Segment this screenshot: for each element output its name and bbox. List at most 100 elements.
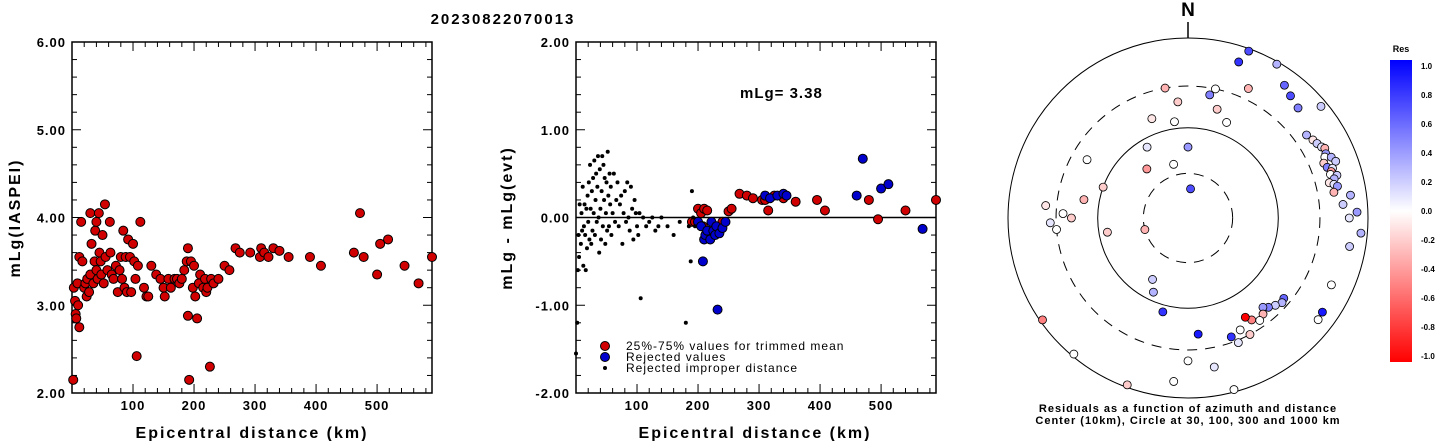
panel2-point-improper <box>606 224 611 229</box>
panel2-point-improper <box>581 263 586 268</box>
panel2-point-improper <box>627 228 632 233</box>
panel1-point <box>105 247 116 258</box>
panel2-point-improper <box>615 180 620 185</box>
panel2-point-improper <box>581 224 586 229</box>
panel2-point-improper <box>614 197 619 202</box>
legend-label-trimmed: 25%-75% values for trimmed mean <box>626 339 844 353</box>
panel1-point <box>131 351 142 362</box>
panel1-point <box>315 260 326 271</box>
polar-station-point <box>1098 182 1108 192</box>
panel2-y-tick-label: 1.00 <box>541 123 570 138</box>
panel1-point <box>126 287 137 298</box>
panel2-point-improper <box>584 206 589 211</box>
panel2-point-improper <box>596 215 601 220</box>
panel2-point-improper <box>683 320 688 325</box>
panel2-point-improper <box>583 268 588 273</box>
polar-station-point <box>1140 225 1150 234</box>
polar-station-point <box>1122 380 1132 390</box>
panel1-point <box>245 247 256 258</box>
panel2-point-improper <box>580 184 585 189</box>
panel1-point <box>375 238 386 249</box>
panel2-point-improper <box>576 233 581 238</box>
panel2-point-improper <box>586 180 591 185</box>
panel2-point-improper <box>579 211 584 216</box>
polar-station-point <box>1255 316 1265 325</box>
panel1-point <box>108 273 119 284</box>
panel1-point <box>176 273 187 284</box>
panel2-point-improper <box>600 224 605 229</box>
panel1-point <box>68 374 79 385</box>
polar-station-point <box>1142 142 1152 152</box>
panel2-point-improper <box>591 176 596 181</box>
panel2-point-improper <box>601 162 606 167</box>
colorbar-tick-label: 0.0 <box>1421 207 1433 216</box>
polar-station-point <box>1245 330 1255 339</box>
polar-station-point <box>1244 46 1254 56</box>
panel2-point-improper <box>577 254 582 259</box>
polar-station-point <box>1170 117 1179 127</box>
panel1-y-tick-label: 4.00 <box>37 211 66 226</box>
legend-label-rejected: Rejected values <box>626 350 726 364</box>
polar-station-point <box>1067 213 1076 223</box>
panel2-point-improper <box>602 197 607 202</box>
polar-station-point <box>1147 114 1157 124</box>
panel1-frame <box>71 41 433 394</box>
panel1-point <box>85 208 96 219</box>
panel2-point-improper <box>622 189 627 194</box>
polar-station-point <box>1160 83 1170 93</box>
panel1-point <box>204 361 215 372</box>
panel2-point-improper <box>692 224 697 229</box>
panel2-point-improper <box>600 154 605 159</box>
colorbar-tick-label: -0.8 <box>1421 323 1435 332</box>
panel2-point <box>747 193 758 204</box>
panel2-point-improper <box>595 154 600 159</box>
panel2-point-improper <box>659 215 664 220</box>
panel1-point <box>213 273 224 284</box>
panel1-point <box>189 260 200 271</box>
polar-station-point <box>1038 315 1047 325</box>
panel2-point-improper <box>588 206 593 211</box>
panel2-point-improper <box>638 296 643 301</box>
polar-station-point <box>1338 200 1348 209</box>
panel2-point-improper <box>604 180 609 185</box>
polar-station-point <box>1183 142 1193 152</box>
panel2-point-improper <box>677 219 682 224</box>
polar-station-point <box>1313 315 1323 325</box>
panel1-point <box>84 287 95 298</box>
polar-station-point <box>1183 356 1193 366</box>
panel2-x-tick-label: 400 <box>808 398 833 413</box>
panel2-point <box>857 153 868 164</box>
polar-station-point <box>1209 362 1219 372</box>
panel2-point-improper <box>586 219 591 224</box>
panel1-point <box>139 282 149 293</box>
colorbar-tick-label: -0.2 <box>1421 236 1435 245</box>
panel2-point-improper <box>626 215 631 220</box>
panel2-point-improper <box>632 197 637 202</box>
panel2-point-improper <box>636 233 641 238</box>
colorbar-tick-label: 0.2 <box>1421 178 1433 187</box>
panel2-y-tick-label: 2.00 <box>541 35 570 50</box>
polar-station-point <box>1233 338 1243 348</box>
polar-station-point <box>1069 349 1079 359</box>
polar-caption-line1: Residuals as a function of azimuth and d… <box>1039 403 1337 415</box>
panel2-point <box>712 304 723 315</box>
panel2-point-improper <box>577 202 582 207</box>
legend-marker-improper <box>603 366 607 370</box>
panel1-point <box>234 247 245 258</box>
panel1-point <box>135 216 146 227</box>
mlg-annotation: mLg= 3.38 <box>740 85 823 102</box>
panel2-point-improper <box>587 237 592 242</box>
panel1-point <box>427 251 437 262</box>
polar-station-point <box>1158 307 1168 317</box>
panel2-point <box>883 179 894 190</box>
panel2-point-improper <box>591 211 596 216</box>
polar-station-point <box>1345 242 1354 251</box>
panel2-point-improper <box>594 219 599 224</box>
panel2-point-improper <box>597 250 602 255</box>
panel2-point <box>790 196 801 207</box>
panel2-y-tick-label: -2.00 <box>535 386 570 401</box>
panel2-point-improper <box>590 228 595 233</box>
panel1-point <box>99 199 110 210</box>
panel2-point-improper <box>665 224 670 229</box>
colorbar-tick-label: -1.0 <box>1421 352 1435 361</box>
